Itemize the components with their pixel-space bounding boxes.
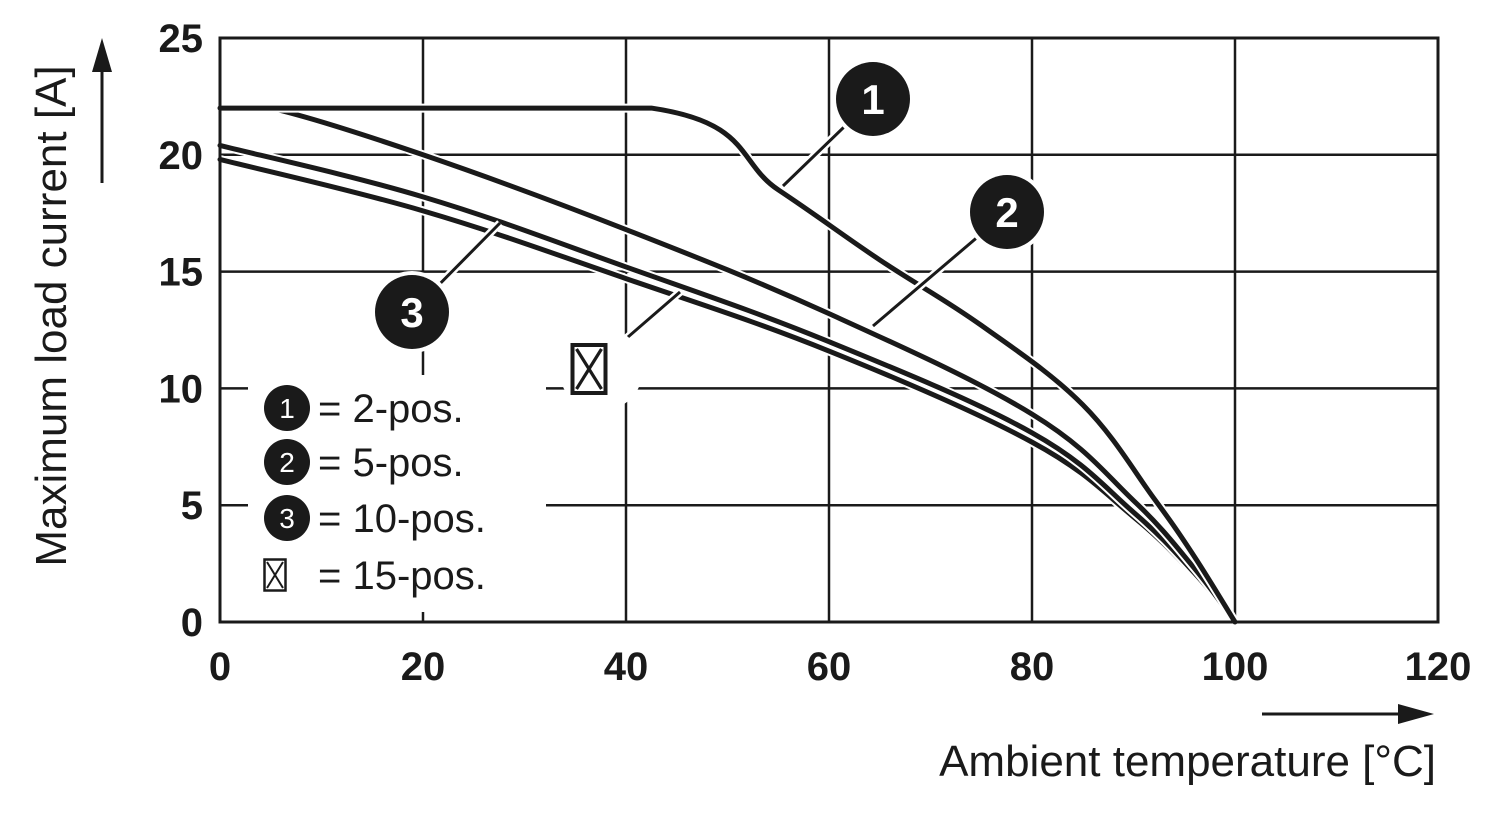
plot-border [218,36,1440,624]
y-tick-label-15: 15 [159,251,204,295]
callout-3: 3 [371,220,503,353]
legend-label-4: = 15-pos. [318,554,486,598]
callout-1: 1 [780,58,914,189]
y-axis-arrow [92,38,112,183]
x-tick-label-40: 40 [604,645,649,689]
series-line-5-pos- [217,105,1238,625]
legend-marker-box-x [263,558,287,592]
callouts: 1 2 3 [371,58,1048,411]
legend-label-1: = 2-pos. [318,387,464,431]
callout-marker-box-x [559,327,643,411]
callout-marker-3: 3 [371,271,453,353]
legend-item-1: 1 = 2-pos. [264,385,464,431]
legend-item-4: = 15-pos. [263,554,486,598]
y-tick-label-25: 25 [159,17,204,61]
svg-text:1: 1 [279,393,295,424]
y-tick-label-20: 20 [159,134,204,178]
svg-text:1: 1 [861,76,884,123]
callout-marker-2: 2 [966,171,1048,253]
legend-label-3: = 10-pos. [318,497,486,541]
legend-label-2: = 5-pos. [318,441,464,485]
series-line-2-pos- [217,105,1238,625]
x-tick-label-0: 0 [209,645,231,689]
x-tick-label-100: 100 [1202,645,1269,689]
x-axis-arrow [1262,704,1434,724]
y-tick-label-0: 0 [181,601,203,645]
legend-marker-2: 2 [264,439,310,485]
svg-text:2: 2 [279,447,295,478]
y-axis-title: Maximum load current [A] [27,65,76,566]
x-tick-label-120: 120 [1405,645,1472,689]
svg-text:3: 3 [400,289,423,336]
legend: 1 = 2-pos. 2 = 5-pos. 3 = 10-pos. = 15-pos. [248,375,546,612]
curves [215,103,1240,627]
callout-2: 2 [870,171,1048,330]
y-tick-label-10: 10 [159,367,204,411]
svg-text:2: 2 [995,189,1018,236]
legend-marker-1: 1 [264,385,310,431]
x-tick-label-80: 80 [1010,645,1055,689]
callout-marker-1: 1 [832,58,914,140]
callout-box-x [559,288,683,411]
svg-text:3: 3 [279,503,295,534]
y-tick-label-5: 5 [181,484,203,528]
legend-marker-3: 3 [264,495,310,541]
legend-item-2: 2 = 5-pos. [264,439,464,485]
legend-item-3: 3 = 10-pos. [264,495,486,541]
tick-labels: 0 20 40 60 80 100 120 0 5 10 15 20 25 [159,17,1472,689]
x-tick-label-20: 20 [401,645,446,689]
series-line-10-pos- [217,142,1238,625]
x-axis-title: Ambient temperature [°C] [939,737,1436,786]
x-tick-label-60: 60 [807,645,852,689]
plot-frame [218,36,1440,624]
